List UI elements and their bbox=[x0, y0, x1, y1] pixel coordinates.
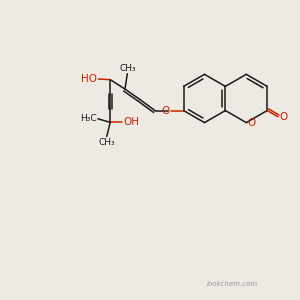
Text: O: O bbox=[279, 112, 288, 122]
Text: CH₃: CH₃ bbox=[119, 64, 136, 73]
Text: HO: HO bbox=[81, 74, 97, 84]
Text: CH₃: CH₃ bbox=[98, 138, 115, 147]
Text: H₃C: H₃C bbox=[80, 114, 97, 123]
Text: O: O bbox=[247, 118, 255, 128]
Text: O: O bbox=[162, 106, 170, 116]
Text: OH: OH bbox=[123, 117, 139, 127]
Text: lookchem.com: lookchem.com bbox=[207, 281, 258, 287]
